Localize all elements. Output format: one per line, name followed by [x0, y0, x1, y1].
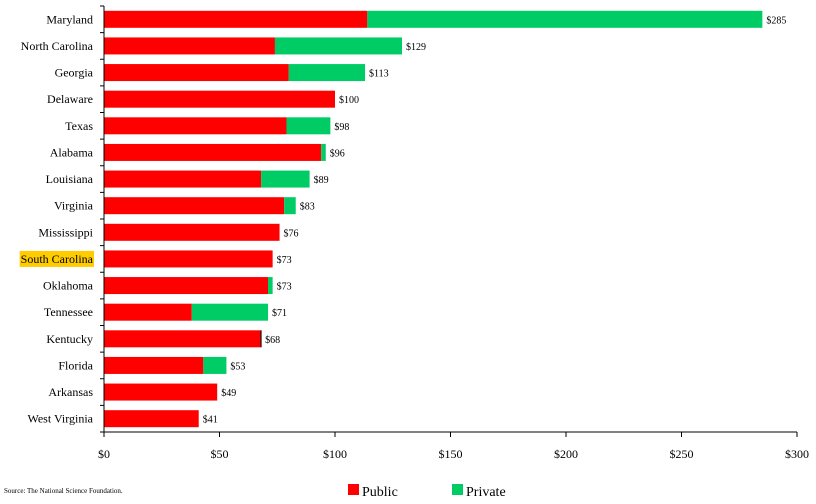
category-label: Texas [65, 119, 93, 133]
bar-private [261, 170, 310, 188]
bar-private [268, 277, 273, 295]
legend-private-label: Private [466, 485, 506, 500]
category-label: Alabama [50, 145, 94, 159]
bar-private [367, 10, 763, 28]
bar-public [104, 250, 273, 268]
total-value-label: $49 [221, 388, 236, 399]
total-value-label: $285 [766, 15, 786, 26]
x-tick-label: $0 [98, 447, 110, 461]
total-value-label: $41 [203, 415, 218, 426]
bar-public [104, 37, 275, 55]
x-tick-label: $150 [439, 447, 463, 461]
x-tick-label: $50 [211, 447, 229, 461]
total-value-label: $53 [230, 361, 245, 372]
x-tick-label: $250 [670, 447, 694, 461]
x-tick-label: $300 [785, 447, 809, 461]
category-label: Oklahoma [43, 279, 94, 293]
category-label: Kentucky [46, 332, 93, 346]
bar-public [104, 117, 287, 135]
category-label: Maryland [46, 12, 93, 26]
axes: $0 $50 $100 $150 $200 $250 $300 [98, 5, 809, 461]
category-labels: Maryland North Carolina Georgia Delaware Tex… [21, 12, 94, 425]
category-label: Mississippi [38, 225, 93, 239]
bar-public [104, 90, 335, 108]
total-value-label: $129 [406, 42, 426, 53]
x-tick-label: $100 [323, 447, 347, 461]
bar-private [288, 64, 366, 82]
bar-private [321, 143, 326, 161]
bar-public [104, 330, 262, 348]
bar-private [203, 356, 227, 374]
category-label: Georgia [55, 66, 94, 80]
bar-private [191, 303, 269, 321]
legend-public-swatch [348, 484, 359, 495]
total-value-label: $83 [300, 202, 315, 213]
category-label: South Carolina [21, 252, 94, 266]
category-label: Virginia [54, 199, 94, 213]
category-label: Arkansas [48, 385, 93, 399]
legend: Public Private [348, 484, 506, 500]
bar-public [104, 10, 368, 28]
highlight-layer [19, 250, 94, 267]
category-label: North Carolina [21, 39, 94, 53]
total-value-label: $96 [330, 148, 345, 159]
bar-public [104, 410, 199, 428]
total-value-label: $100 [339, 95, 359, 106]
legend-public-label: Public [362, 485, 398, 500]
category-label: Louisiana [46, 172, 94, 186]
x-tick-label: $200 [554, 447, 578, 461]
total-value-label: $71 [272, 308, 287, 319]
category-label: Florida [58, 358, 93, 372]
category-label: Delaware [47, 92, 93, 106]
total-value-label: $68 [265, 335, 280, 346]
legend-private-swatch [452, 484, 463, 495]
total-value-label: $73 [277, 282, 292, 293]
bar-public [104, 303, 192, 321]
bar-public [104, 277, 269, 295]
bar-private [284, 197, 296, 215]
category-label: Tennessee [44, 305, 93, 319]
total-value-label: $73 [277, 255, 292, 266]
bar-public [104, 197, 285, 215]
bar-public [104, 64, 289, 82]
bar-public [104, 223, 280, 241]
bar-public [104, 356, 204, 374]
total-value-label: $76 [284, 228, 299, 239]
total-value-label: $113 [369, 69, 389, 80]
source-note: Source: The National Science Foundation. [4, 487, 123, 495]
category-highlight [19, 250, 94, 267]
category-label: West Virginia [27, 412, 93, 426]
total-value-label: $89 [314, 175, 329, 186]
bar-private [274, 37, 402, 55]
bar-private [286, 117, 331, 135]
bar-public [104, 143, 322, 161]
bars: $285 $129 $113 $100 $98 $96 $89 $83 $76 $73 $73 $71… [104, 10, 786, 428]
bar-public [104, 383, 218, 401]
bar-public [104, 170, 262, 188]
total-value-label: $98 [334, 122, 349, 133]
